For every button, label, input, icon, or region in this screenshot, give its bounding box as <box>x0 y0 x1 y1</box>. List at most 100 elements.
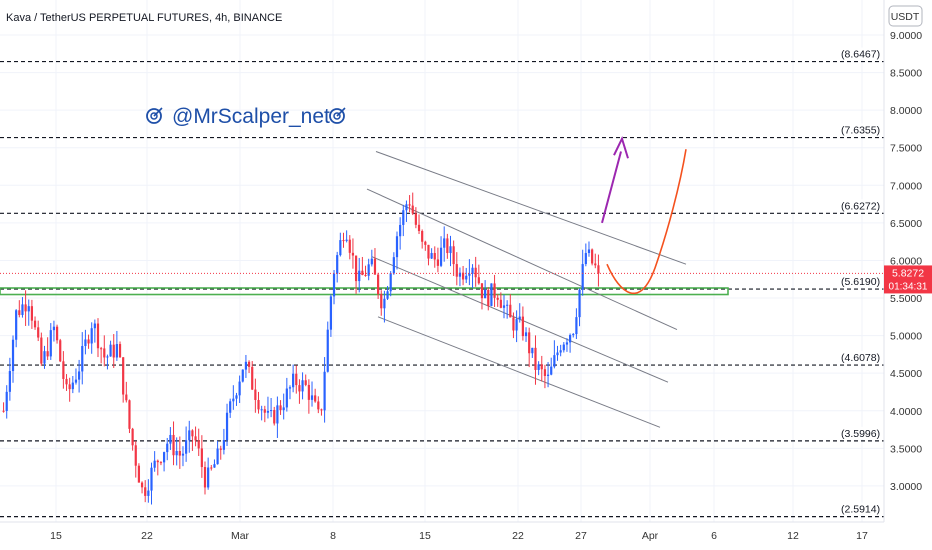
y-tick-label: 9.0000 <box>890 30 922 42</box>
candle-body <box>156 460 159 463</box>
candle-body <box>169 434 172 444</box>
candle-body <box>115 344 118 358</box>
descending-channel <box>366 151 687 428</box>
support-zone <box>0 287 729 296</box>
candle-body <box>100 348 103 350</box>
candle-body <box>543 369 547 376</box>
candle-body <box>62 361 65 379</box>
grid-lines <box>0 0 884 522</box>
candle-body <box>531 347 534 354</box>
price-tag-background <box>884 265 932 294</box>
candle-body <box>399 224 402 237</box>
candle-body <box>518 316 521 320</box>
candle-body <box>131 428 134 446</box>
channel-line[interactable] <box>366 188 678 331</box>
candle-body <box>339 240 342 256</box>
candle-body <box>493 283 496 298</box>
candle-body <box>159 462 163 464</box>
candle-body <box>254 389 257 400</box>
candle-body <box>200 448 203 468</box>
candle-body <box>591 249 594 264</box>
candle-body <box>2 410 5 412</box>
candle-body <box>546 374 550 376</box>
candle-body <box>449 246 452 254</box>
candle-body <box>408 204 411 206</box>
level-label-bg <box>838 199 882 212</box>
candle-body <box>244 361 248 370</box>
candle-body <box>468 273 471 276</box>
level-label-bg <box>838 47 882 60</box>
candle-body <box>509 304 512 318</box>
currency-badge-frame <box>888 5 923 27</box>
candle-body <box>524 332 528 337</box>
candle-body <box>578 289 581 318</box>
candle-body <box>175 451 178 456</box>
candle-body <box>310 395 314 400</box>
candle-body <box>383 298 386 309</box>
candle-body <box>295 373 298 386</box>
x-tick-label: 15 <box>419 530 431 542</box>
candle-body <box>584 253 587 265</box>
candle-body <box>386 291 389 299</box>
bullish-arrow-shaft[interactable] <box>601 151 622 224</box>
projection-curve[interactable] <box>606 149 687 295</box>
candle-body <box>562 344 565 351</box>
candle-body <box>181 453 185 456</box>
candle-body <box>550 366 553 375</box>
currency-badge-label: USDT <box>891 11 920 23</box>
candle-body <box>411 205 414 214</box>
candle-body <box>417 224 421 231</box>
candle-body <box>46 351 49 357</box>
candle-body <box>273 410 276 424</box>
x-tick-label: 12 <box>787 530 799 542</box>
candle-body <box>188 430 191 441</box>
candle-body <box>222 440 225 450</box>
candle-body <box>540 364 543 370</box>
candle-body <box>405 204 408 211</box>
candle-body <box>427 244 430 259</box>
x-tick-label: 8 <box>330 530 336 542</box>
x-tick-label: 27 <box>575 530 587 542</box>
candle-body <box>490 283 493 306</box>
x-tick-label: Mar <box>231 530 250 542</box>
candle-body <box>30 306 34 321</box>
candle-body <box>565 342 569 345</box>
candle-body <box>282 407 285 411</box>
candle-body <box>314 395 317 402</box>
candle-body <box>43 351 46 364</box>
bullish-arrow-head[interactable] <box>613 135 629 159</box>
channel-line[interactable] <box>377 316 661 428</box>
candle-body <box>59 340 62 362</box>
candle-body <box>18 310 21 315</box>
level-label-bg <box>838 275 882 288</box>
level-label: (7.6355) <box>841 125 880 137</box>
channel-line[interactable] <box>375 151 687 265</box>
candle-body <box>329 296 333 330</box>
candle-body <box>81 346 84 372</box>
watermark-text: @MrScalper_net <box>172 105 330 128</box>
candle-body <box>307 384 310 400</box>
candle-body <box>285 388 288 408</box>
candle-body <box>137 465 141 483</box>
last-price-tag: 5.8272 01:34:31 <box>884 265 932 294</box>
y-tick-label: 8.0000 <box>890 105 922 117</box>
candle-body <box>106 356 109 358</box>
currency-badge[interactable]: USDT <box>888 5 923 27</box>
candle-body <box>37 327 40 338</box>
candle-body <box>150 467 153 491</box>
candle-body <box>232 398 235 402</box>
candle-body <box>27 306 30 312</box>
candle-body <box>380 294 383 309</box>
candle-body <box>216 448 219 465</box>
candle-body <box>351 252 355 256</box>
level-label-bg <box>838 351 882 364</box>
x-tick-label: 6 <box>711 530 717 542</box>
candle-body <box>364 274 367 276</box>
candle-body <box>354 255 358 282</box>
candle-body <box>162 452 166 463</box>
y-tick-label: 7.0000 <box>890 180 922 192</box>
candles <box>2 192 600 505</box>
y-tick-label: 4.5000 <box>890 368 922 380</box>
candle-body <box>487 289 490 306</box>
